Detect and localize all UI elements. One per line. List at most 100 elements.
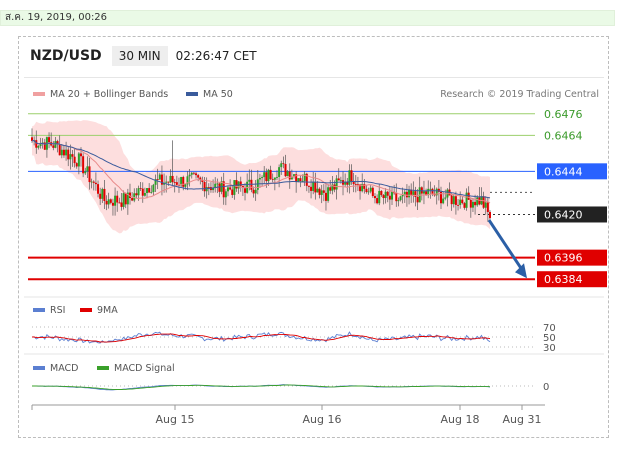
candle-body <box>380 190 383 196</box>
candle-body <box>467 192 470 200</box>
candle-body <box>431 188 434 194</box>
legend-swatch-macd-signal <box>97 366 109 370</box>
level-label-0.6464: 0.6464 <box>544 129 583 142</box>
candle-body <box>350 170 353 182</box>
x-tick-label-2: Aug 18 <box>441 413 480 426</box>
projection-arrow-shaft <box>487 219 525 273</box>
candle-body <box>116 195 119 203</box>
candle-body <box>148 188 151 193</box>
candle-body <box>267 169 270 182</box>
candle-body <box>471 201 474 208</box>
candle-body <box>469 199 472 208</box>
candle-body <box>180 176 183 186</box>
rsi-9ma-line <box>31 333 491 343</box>
candle-body <box>461 199 464 204</box>
candle-body <box>437 188 440 192</box>
candle-body <box>205 187 208 192</box>
candle-body <box>324 192 327 201</box>
legend-label-rsi: RSI <box>50 305 65 316</box>
chart-frame <box>18 36 609 438</box>
candle-body <box>408 189 411 198</box>
level-badge-0.6444 <box>537 163 607 180</box>
candle-body <box>244 187 247 193</box>
candle-body <box>378 190 381 204</box>
candle-body <box>118 202 121 204</box>
x-tick-label-3: Aug 31 <box>503 413 542 426</box>
candle-body <box>84 171 87 174</box>
candle-body <box>126 192 129 205</box>
level-badge-0.6420 <box>537 206 607 223</box>
candle-body <box>52 145 55 148</box>
level-label-0.6384: 0.6384 <box>544 273 583 286</box>
candle-body <box>261 177 264 179</box>
candle-body <box>478 197 481 205</box>
candle-body <box>188 174 191 177</box>
credit-text: Research © 2019 Trading Central <box>440 89 599 100</box>
level-label-0.6396: 0.6396 <box>544 252 583 265</box>
candle-body <box>280 163 283 168</box>
rsi-tick-50: 50 <box>543 333 556 344</box>
candle-body <box>60 149 63 156</box>
candle-body <box>367 191 370 193</box>
candle-body <box>160 174 163 185</box>
candle-body <box>58 144 61 156</box>
candle-body <box>399 196 402 201</box>
candle-body <box>284 163 287 177</box>
candle-body <box>359 184 362 192</box>
candle-body <box>239 181 242 186</box>
candle-body <box>107 199 110 205</box>
candle-body <box>141 188 144 196</box>
candle-body <box>62 149 65 156</box>
candle-body <box>186 176 189 185</box>
candle-body <box>303 173 306 181</box>
candle-body <box>97 184 100 194</box>
candle-body <box>254 189 257 194</box>
date-stamp-bar: ส.ค. 19, 2019, 00:26 <box>0 10 615 26</box>
candle-body <box>67 149 70 160</box>
candle-body <box>416 196 419 203</box>
candle-body <box>425 191 428 196</box>
candle-body <box>465 192 468 208</box>
moving-averages <box>31 139 491 204</box>
candle-body <box>273 177 276 180</box>
candle-body <box>282 163 285 165</box>
timeframe-badge[interactable]: 30 MIN <box>111 46 168 66</box>
macd-line <box>32 384 491 391</box>
candle-body <box>156 179 159 180</box>
candle-body <box>474 201 477 206</box>
candle-body <box>175 182 178 185</box>
candle-body <box>440 191 443 204</box>
candle-body <box>346 181 349 185</box>
candle-body <box>457 204 460 206</box>
projection-arrow <box>487 219 527 279</box>
candle-body <box>105 200 108 205</box>
candle-body <box>388 195 391 200</box>
candle-body <box>92 181 95 183</box>
candle-body <box>293 174 296 177</box>
candle-body <box>295 174 298 182</box>
candle-body <box>114 195 117 206</box>
candle-body <box>331 184 334 191</box>
legend-label-9ma: 9MA <box>97 305 118 316</box>
candle-body <box>43 142 46 150</box>
legend-swatch-9ma <box>80 308 92 312</box>
x-tick-label-0: Aug 15 <box>156 413 195 426</box>
candle-body <box>71 154 74 157</box>
candle-body <box>310 186 313 191</box>
candle-body <box>54 141 57 148</box>
price-levels <box>28 113 535 281</box>
candle-body <box>476 197 479 206</box>
candle-body <box>197 175 200 178</box>
candle-body <box>212 187 215 191</box>
candle-body <box>182 176 185 187</box>
candle-body <box>233 180 236 195</box>
candle-body <box>77 153 80 167</box>
candle-body <box>335 178 338 190</box>
legend-label-macd: MACD <box>50 363 78 374</box>
candle-body <box>427 188 430 196</box>
candle-body <box>120 202 123 207</box>
candle-body <box>371 187 374 197</box>
candle-body <box>299 178 302 182</box>
candle-body <box>190 172 193 175</box>
